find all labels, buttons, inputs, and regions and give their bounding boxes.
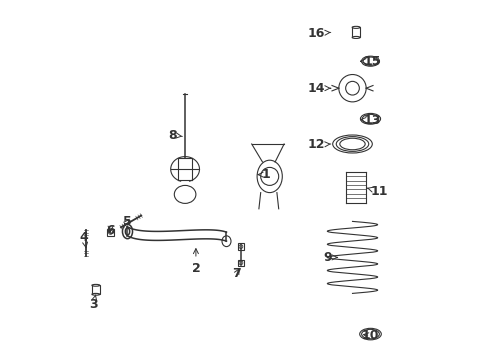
Bar	[351, 27, 359, 37]
Text: 2: 2	[191, 249, 200, 275]
Text: 6: 6	[106, 224, 115, 237]
Bar	[92, 285, 100, 294]
Text: 9: 9	[323, 251, 337, 264]
Text: 16: 16	[307, 27, 330, 40]
Ellipse shape	[92, 293, 100, 295]
Ellipse shape	[351, 36, 359, 39]
Text: 7: 7	[232, 267, 241, 280]
Ellipse shape	[92, 284, 100, 286]
Text: 12: 12	[307, 138, 330, 151]
Text: 8: 8	[168, 129, 182, 141]
Bar	[237, 243, 244, 250]
Bar	[237, 260, 244, 266]
Text: 5: 5	[123, 215, 132, 228]
Ellipse shape	[351, 26, 359, 28]
Text: 15: 15	[360, 55, 380, 68]
Bar	[107, 229, 114, 236]
Text: 10: 10	[361, 329, 379, 342]
Text: 1: 1	[258, 168, 270, 181]
Text: 3: 3	[89, 295, 98, 311]
Text: 4: 4	[80, 231, 88, 247]
Text: 13: 13	[360, 114, 380, 127]
Text: 11: 11	[367, 185, 387, 198]
Text: 14: 14	[307, 82, 330, 95]
